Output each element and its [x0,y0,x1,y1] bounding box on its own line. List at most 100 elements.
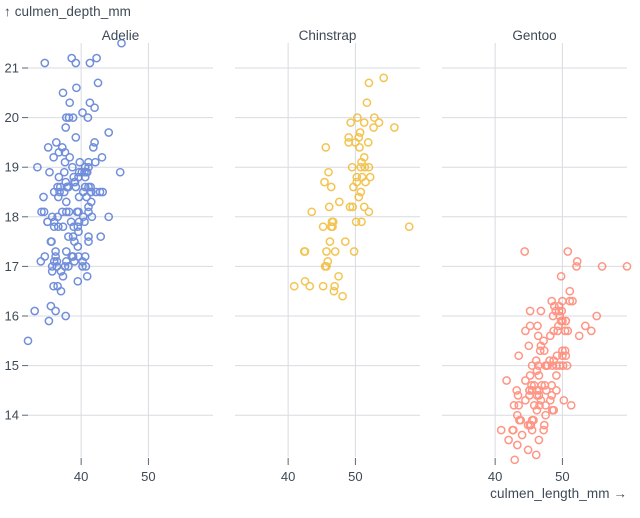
y-tick-label: 17 [5,259,19,274]
data-point [560,326,570,336]
data-point [49,257,59,266]
data-point [592,311,602,321]
data-point [305,281,315,291]
data-point [80,162,90,172]
y-tick-label: 14 [5,408,19,423]
data-point [74,217,84,227]
data-point [330,247,340,256]
data-point [88,143,98,152]
data-point [85,58,95,68]
data-point [70,237,79,246]
data-point [73,222,83,232]
data-point [354,133,364,142]
data-point [58,222,68,232]
data-point [547,296,557,306]
data-point [509,400,519,410]
data-point [539,346,549,356]
data-point [537,381,546,390]
data-point [51,306,60,316]
data-point [71,58,81,68]
data-point [97,152,107,162]
data-point [43,217,52,227]
data-point [104,212,114,222]
data-point [70,257,79,266]
data-point [72,83,81,93]
data-point [356,187,366,197]
data-point [40,252,50,261]
data-point [539,336,548,346]
data-point [351,217,361,227]
data-point [330,281,339,291]
data-point [525,386,534,395]
data-point [622,262,632,271]
data-point [354,192,364,202]
data-point [95,187,105,197]
data-point [549,301,559,311]
data-point [357,217,366,227]
data-point [80,252,90,261]
data-point [53,182,62,192]
data-point [334,197,344,207]
data-point [49,222,59,232]
data-point [580,321,590,331]
x-tick-label: 40 [74,469,88,484]
data-point [352,177,362,187]
data-point [326,182,336,192]
data-point [75,157,85,167]
data-point [329,286,339,296]
data-point [61,197,71,207]
data-point [548,311,558,321]
data-point [84,162,93,172]
y-tick-label: 16 [5,309,19,324]
data-point [536,395,546,405]
y-axis: 14 15 16 17 18 19 20 21 [5,61,28,423]
data-point [363,138,373,147]
data-point [71,182,81,192]
data-point [84,182,93,192]
data-point [64,232,73,241]
data-point [78,108,87,117]
data-point [61,311,71,321]
data-point [390,123,399,132]
data-point [71,133,81,142]
data-point [552,361,561,370]
data-point [554,306,564,316]
data-point [539,420,549,430]
data-point [51,247,60,256]
data-point [320,177,329,187]
data-point [525,321,535,331]
data-point [586,326,596,336]
data-point [61,257,71,266]
facet-title: Chinstrap [299,28,357,43]
data-point [513,391,523,400]
data-point [56,286,66,296]
data-point [90,157,100,167]
data-point [45,167,54,177]
data-point [52,257,62,266]
data-point [545,331,555,341]
data-point [404,222,414,232]
data-point [90,103,99,113]
data-point [533,321,542,331]
y-tick-label: 21 [5,61,19,76]
data-point [23,336,33,346]
data-point [364,207,374,217]
data-point [525,306,535,316]
data-point [96,232,106,241]
data-point [561,351,571,361]
data-point [512,410,522,420]
data-point [534,435,544,445]
data-point [68,162,77,172]
data-point [66,217,76,227]
x-tick-label: 40 [488,469,502,484]
data-point [328,217,338,227]
data-point [44,316,54,326]
facet-gentoo: Gentoo 40 50 [442,28,632,484]
data-point [374,118,384,127]
x-tick-label: 50 [555,469,569,484]
data-point [361,177,370,187]
data-point [90,138,99,147]
data-point [30,306,40,316]
data-point [40,58,50,68]
data-point [86,197,96,207]
